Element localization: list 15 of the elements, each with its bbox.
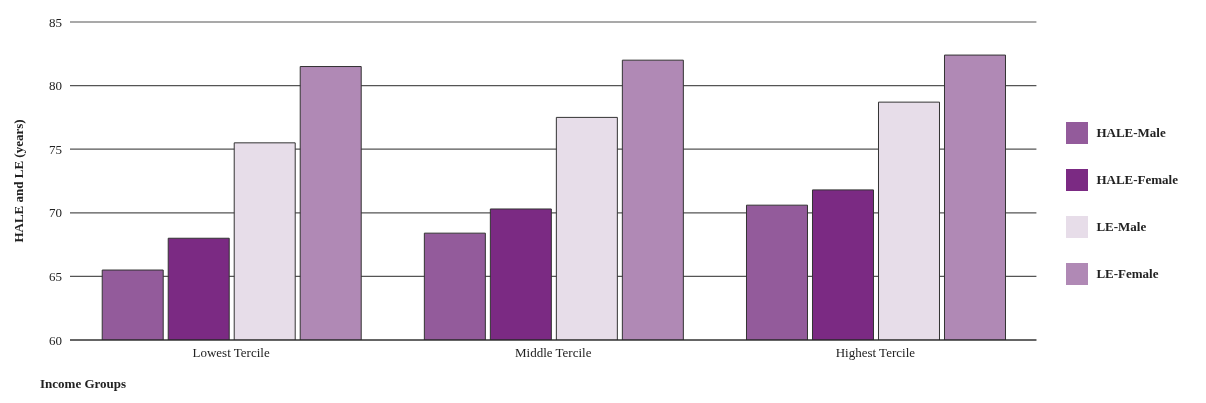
y-tick-label: 85: [49, 14, 62, 30]
legend-label: HALE-Female: [1096, 172, 1178, 187]
y-axis-title: HALE and LE (years): [10, 119, 26, 243]
x-axis-title: Income Groups: [40, 376, 127, 391]
y-tick-label: 75: [49, 141, 62, 157]
legend-label: LE-Male: [1096, 219, 1147, 234]
y-tick-label: 60: [49, 332, 62, 348]
y-tick-label: 65: [49, 269, 62, 285]
y-tick-label: 80: [49, 78, 62, 94]
legend-label: HALE-Male: [1096, 125, 1166, 140]
x-tick-label: Highest Tercile: [835, 345, 916, 361]
x-tick-label: Middle Tercile: [514, 345, 592, 361]
y-tick-label: 70: [49, 205, 62, 221]
x-tick-label: Lowest Tercile: [192, 345, 270, 361]
legend-label: LE-Female: [1096, 266, 1159, 281]
